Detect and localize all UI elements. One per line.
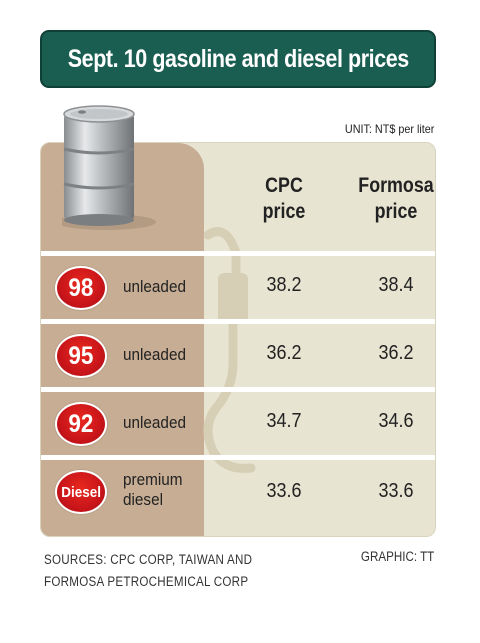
grade-label: unleaded bbox=[123, 345, 186, 364]
cpc-price: 38.2 bbox=[266, 274, 302, 296]
unit-label: UNIT: NT$ per liter bbox=[344, 122, 434, 136]
row-divider bbox=[41, 251, 435, 256]
grade-badge-diesel: Diesel bbox=[55, 470, 107, 514]
row-divider bbox=[41, 387, 435, 392]
price-table: CPC price Formosa price 98 unleaded 38.2… bbox=[40, 142, 436, 537]
fuel-pump-icon bbox=[203, 227, 256, 473]
cpc-price: 33.6 bbox=[266, 480, 302, 502]
table-row-98: 98 unleaded 38.2 38.4 bbox=[41, 256, 435, 318]
header-cpc-line2: price bbox=[262, 200, 306, 223]
oil-drum-icon bbox=[62, 105, 156, 230]
cpc-price: 36.2 bbox=[266, 342, 302, 364]
sources-note: SOURCES: CPC CORP, TAIWAN AND FORMOSA PE… bbox=[44, 549, 252, 593]
sources-line-1: SOURCES: CPC CORP, TAIWAN AND bbox=[44, 552, 253, 567]
graphic-credit: GRAPHIC: TT bbox=[360, 549, 434, 564]
grade-badge-95: 95 bbox=[55, 334, 107, 378]
sources-line-2: FORMOSA PETROCHEMICAL CORP bbox=[44, 574, 249, 589]
grade-badge-98: 98 bbox=[55, 266, 107, 310]
table-row-diesel: Diesel premium diesel 33.6 33.6 bbox=[41, 460, 435, 522]
grade-badge-92: 92 bbox=[55, 402, 107, 446]
header-formosa: Formosa price bbox=[354, 173, 436, 225]
table-row-95: 95 unleaded 36.2 36.2 bbox=[41, 324, 435, 386]
grade-label: premium diesel bbox=[123, 470, 183, 509]
header-cpc: CPC price bbox=[242, 173, 327, 225]
row-divider bbox=[41, 455, 435, 460]
formosa-price: 34.6 bbox=[378, 410, 414, 432]
title-banner: Sept. 10 gasoline and diesel prices bbox=[40, 30, 436, 88]
formosa-price: 38.4 bbox=[378, 274, 414, 296]
grade-label: unleaded bbox=[123, 413, 186, 432]
formosa-price: 36.2 bbox=[378, 342, 414, 364]
grade-label: unleaded bbox=[123, 277, 186, 296]
row-divider bbox=[41, 319, 435, 324]
cpc-price: 34.7 bbox=[266, 410, 302, 432]
page-title: Sept. 10 gasoline and diesel prices bbox=[67, 44, 409, 73]
header-formosa-line1: Formosa bbox=[358, 174, 434, 197]
header-formosa-line2: price bbox=[374, 200, 418, 223]
table-row-92: 92 unleaded 34.7 34.6 bbox=[41, 392, 435, 454]
header-cpc-line1: CPC bbox=[265, 174, 303, 197]
formosa-price: 33.6 bbox=[378, 480, 414, 502]
